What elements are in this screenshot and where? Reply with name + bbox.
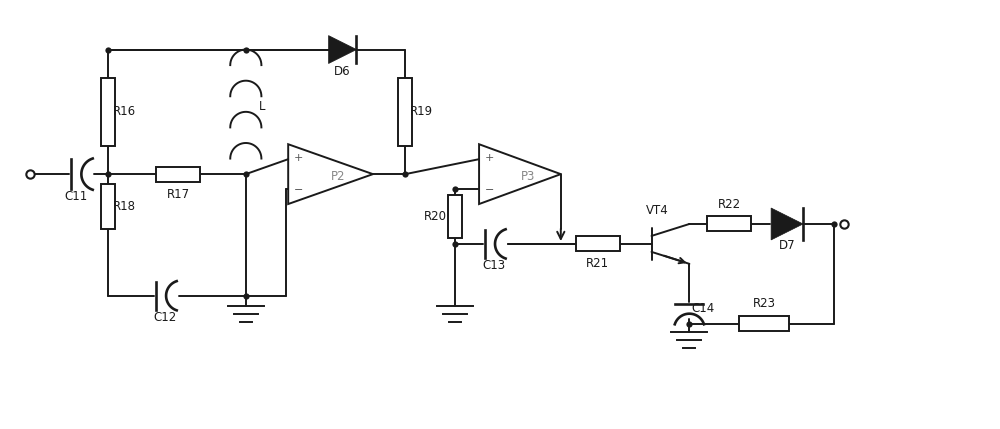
Text: P2: P2 <box>331 169 346 183</box>
Text: C14: C14 <box>692 302 715 315</box>
FancyBboxPatch shape <box>156 166 200 181</box>
Text: −: − <box>293 185 303 195</box>
Text: C12: C12 <box>153 311 177 324</box>
Text: R22: R22 <box>718 197 741 211</box>
Text: P3: P3 <box>521 169 535 183</box>
Text: −: − <box>484 185 494 195</box>
Text: +: + <box>484 153 494 163</box>
Text: L: L <box>259 100 265 113</box>
FancyBboxPatch shape <box>576 236 620 251</box>
Text: R16: R16 <box>113 106 136 118</box>
Text: VT4: VT4 <box>646 203 669 217</box>
Text: R21: R21 <box>586 257 609 270</box>
FancyBboxPatch shape <box>101 78 115 146</box>
FancyBboxPatch shape <box>448 195 462 239</box>
Text: D7: D7 <box>779 239 795 252</box>
Text: R20: R20 <box>424 210 447 223</box>
Text: +: + <box>293 153 303 163</box>
Text: D6: D6 <box>334 65 351 78</box>
Polygon shape <box>329 36 356 63</box>
Polygon shape <box>771 208 803 240</box>
FancyBboxPatch shape <box>398 78 412 146</box>
Text: R19: R19 <box>410 106 433 118</box>
Text: C13: C13 <box>482 260 506 272</box>
FancyBboxPatch shape <box>101 184 115 229</box>
FancyBboxPatch shape <box>707 217 751 231</box>
Text: R17: R17 <box>166 187 190 201</box>
Text: R23: R23 <box>753 297 776 310</box>
Text: R18: R18 <box>113 200 136 213</box>
Text: C11: C11 <box>65 190 88 202</box>
FancyBboxPatch shape <box>739 316 789 331</box>
